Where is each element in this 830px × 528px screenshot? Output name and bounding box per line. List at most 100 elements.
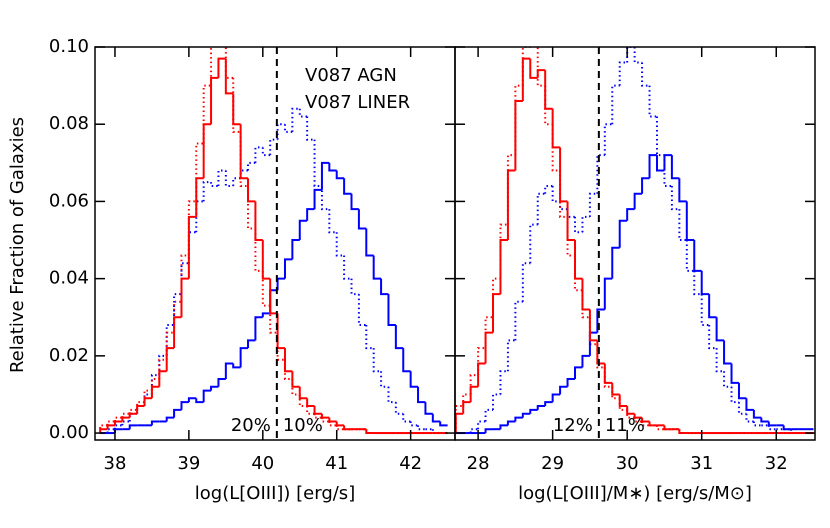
- histogram-step: [574, 255, 583, 292]
- histogram-step: [320, 161, 330, 190]
- histogram-step: [536, 192, 546, 225]
- histogram-step: [283, 359, 293, 381]
- histogram-step: [663, 155, 672, 187]
- histogram-step: [254, 316, 263, 341]
- histogram-step: [655, 425, 665, 431]
- histogram-step: [335, 425, 345, 431]
- histogram-step: [187, 215, 197, 279]
- histogram-step: [357, 209, 367, 230]
- histogram-step: [165, 331, 175, 360]
- histogram-step: [417, 425, 426, 431]
- histogram-step: [158, 370, 167, 387]
- histogram-step: [670, 155, 680, 180]
- legend-entry: V087 AGN: [305, 65, 397, 86]
- histogram-step: [655, 155, 665, 172]
- histogram-step: [641, 417, 650, 423]
- histogram-step: [210, 47, 213, 86]
- histogram-step: [551, 124, 561, 172]
- histogram-step: [455, 412, 464, 434]
- histogram-step: [737, 402, 747, 415]
- histogram-step: [409, 371, 419, 388]
- histogram-step: [566, 216, 575, 257]
- histogram-step: [544, 85, 553, 126]
- histogram-step: [529, 58, 538, 79]
- histogram-step: [566, 209, 575, 218]
- histogram-step: [217, 378, 226, 387]
- histogram-step: [455, 405, 464, 434]
- histogram-step: [402, 413, 411, 423]
- x-tick-label: 40: [251, 453, 274, 474]
- histogram-step: [492, 293, 501, 333]
- histogram-step: [611, 386, 620, 400]
- histogram-step: [715, 317, 725, 342]
- histogram-step: [551, 185, 561, 203]
- histogram-step: [626, 47, 635, 63]
- histogram-step: [150, 374, 160, 395]
- histogram-step: [574, 366, 583, 380]
- y-axis-label: Relative Fraction of Galaxies: [7, 117, 28, 373]
- histogram-step: [484, 428, 494, 434]
- histogram-step: [603, 123, 613, 156]
- histogram-step: [790, 429, 799, 435]
- histogram-step: [633, 413, 643, 419]
- histogram-step: [574, 240, 583, 280]
- percent-annotation: 20%: [231, 415, 271, 436]
- y-tick-label: 0.10: [49, 36, 89, 57]
- histogram-step: [372, 255, 382, 280]
- histogram-step: [247, 161, 256, 171]
- histogram-step: [663, 154, 672, 171]
- histogram-step: [298, 219, 308, 241]
- histogram-step: [596, 340, 605, 365]
- histogram-step: [693, 240, 702, 272]
- histogram-step: [276, 277, 285, 291]
- histogram-step: [210, 385, 219, 391]
- histogram-step: [387, 294, 396, 326]
- histogram-step: [417, 386, 426, 404]
- y-tick-label: 0.06: [49, 190, 89, 211]
- histogram-step: [618, 394, 628, 408]
- histogram-step: [588, 192, 598, 217]
- legend-entry: V087 LINER: [305, 92, 410, 113]
- histogram-step: [402, 348, 411, 373]
- histogram-step: [165, 347, 175, 372]
- histogram-step: [618, 61, 628, 86]
- histogram-step: [700, 294, 710, 326]
- histogram-step: [217, 169, 226, 186]
- x-tick-label: 32: [765, 453, 788, 474]
- histogram-step: [298, 394, 308, 408]
- histogram-step: [559, 147, 568, 203]
- histogram-step: [536, 47, 546, 87]
- histogram-step: [506, 420, 516, 426]
- histogram-step: [566, 201, 575, 242]
- histogram-step: [745, 413, 754, 423]
- histogram-step: [745, 398, 754, 411]
- histogram-step: [335, 170, 345, 180]
- histogram-step: [648, 85, 657, 118]
- histogram-step: [173, 293, 182, 325]
- histogram-step: [306, 398, 315, 408]
- histogram-step: [143, 393, 152, 407]
- histogram-step: [187, 231, 197, 264]
- x-tick-label: 38: [104, 453, 127, 474]
- histogram-step: [536, 405, 546, 410]
- histogram-step: [611, 382, 620, 396]
- histogram-step: [372, 348, 382, 373]
- histogram-step: [506, 154, 516, 225]
- histogram-step: [202, 123, 212, 179]
- histogram-step: [462, 393, 471, 407]
- histogram-step: [254, 201, 263, 242]
- histogram-step: [708, 324, 717, 350]
- histogram-step: [760, 417, 769, 423]
- plot-area: [455, 47, 814, 435]
- y-tick-label: 0.04: [49, 268, 89, 289]
- y-tick-label: 0.00: [49, 422, 89, 443]
- histogram-step: [328, 209, 337, 234]
- histogram-step: [239, 124, 249, 180]
- histogram-step: [320, 417, 330, 423]
- histogram-step: [544, 401, 553, 407]
- histogram-step: [261, 312, 271, 318]
- histogram-step: [217, 57, 226, 78]
- histogram-step: [276, 313, 285, 350]
- histogram-step: [365, 324, 374, 350]
